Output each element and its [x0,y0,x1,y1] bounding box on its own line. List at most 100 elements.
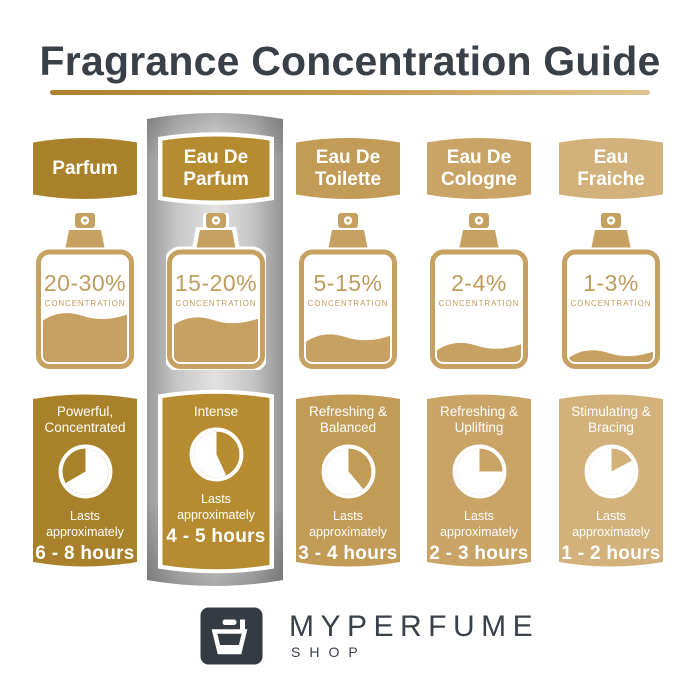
lasts-label: Lasts approximately [309,508,387,539]
card-content: Stimulating & Bracing Lasts approximatel… [559,393,663,568]
column-eau-de-toilette: Eau De Toilette 5-15% CONCENTRATION [296,0,400,620]
lasts-label: Lasts approximately [440,508,518,539]
spray-bottle-icon: 2-4% CONCENTRATION [429,213,529,370]
banner-shape [296,138,400,199]
category-banner: Eau De Parfum [158,130,274,207]
concentration-label: CONCENTRATION [307,299,389,308]
bottle-liquid [43,313,127,362]
perfume-bottle-logo-icon [200,607,263,665]
spray-bottle-icon: 1-3% CONCENTRATION [561,213,661,370]
concentration-value: 1-3% [583,270,639,296]
category-label: Parfum [33,136,137,201]
concentration-label: CONCENTRATION [44,299,126,308]
lasts-label: Lasts approximately [177,492,255,523]
card-content: Refreshing & Balanced Lasts approximatel… [296,393,400,568]
spray-bottle-graphic [299,213,397,369]
lasts-label: Lasts approximately [572,508,650,539]
category-label-line: Eau [593,146,629,168]
clock-icon [584,444,638,499]
strength-label: Intense [193,404,239,419]
concentration-label: CONCENTRATION [570,299,652,308]
lasts-label: Lasts approximately [46,508,124,539]
card-content: Powerful, Concentrated Lasts approximate… [33,393,137,568]
bottle-body [562,249,660,369]
bottle-cap [591,230,631,248]
clock-pie [325,448,363,495]
bottle-cap [459,230,499,248]
duration-card: Refreshing & Uplifting Lasts approximate… [427,393,531,568]
category-banner: Eau De Cologne [427,136,531,201]
category-label-line: Parfum [52,157,118,179]
strength-label: Refreshing & Balanced [308,404,388,436]
brand-subtitle: SHOP [291,644,367,660]
category-label: Eau De Parfum [158,130,274,207]
category-label: Eau Fraiche [559,136,663,201]
concentration-label: CONCENTRATION [175,299,257,308]
spray-bottle-graphic [36,213,134,369]
duration-value: 3 - 4 hours [298,542,398,564]
clock-pie [65,448,108,495]
duration-card: Refreshing & Balanced Lasts approximatel… [296,393,400,568]
brand-logo-icon [200,607,263,665]
strength-label: Stimulating & Bracing [571,404,651,436]
concentration-label: CONCENTRATION [438,299,520,308]
duration-value: 1 - 2 hours [561,542,661,564]
clock-icon [321,444,375,499]
category-label-line: Cologne [441,168,517,190]
card-content: Intense Lasts approximately 4 - 5 hours [158,388,274,575]
category-label-line: Parfum [183,168,249,190]
spray-bottle-graphic [166,213,266,370]
category-label-line: Eau De [183,146,249,168]
clock-pie [193,432,226,478]
spray-bottle-icon: 20-30% CONCENTRATION [35,213,135,370]
bottle-cap [328,230,368,248]
bottle-cap [65,230,105,248]
duration-value: 2 - 3 hours [429,542,529,564]
bottle-cap [196,230,236,248]
card-content: Refreshing & Uplifting Lasts approximate… [427,393,531,568]
banner-shape [158,132,274,205]
category-banner: Eau De Toilette [296,136,400,201]
category-banner: Eau Fraiche [559,136,663,201]
concentration-value: 15-20% [174,270,258,296]
spray-bottle-graphic [562,213,660,369]
concentration-value: 20-30% [43,270,127,296]
category-label: Eau De Cologne [427,136,531,201]
strength-label: Refreshing & Uplifting [439,404,519,436]
clock-icon [58,444,112,499]
page-title: Fragrance Concentration Guide [39,38,661,84]
clock-icon [452,444,506,499]
category-label-line: Fraiche [577,168,645,190]
column-parfum: Parfum 20-30% [33,0,137,620]
brand-name: MYPERFUME [289,610,540,643]
bottle-liquid [174,317,258,362]
duration-value: 4 - 5 hours [166,526,266,548]
strength-label: Powerful, Concentrated [44,404,126,436]
category-banner: Parfum [33,136,137,201]
duration-card: Intense Lasts approximately 4 - 5 hours [158,388,274,575]
concentration-value: 2-4% [451,270,507,296]
concentration-value: 5-15% [313,270,383,296]
clock-pie [456,448,502,495]
clock-pie [588,448,634,495]
title-underline [50,90,650,95]
column-eau-de-cologne: Eau De Cologne 2-4% CONCENTRATION [427,0,531,620]
bottle-body [430,249,528,369]
column-eau-de-parfum: Eau De Parfum 15-20% [158,0,274,620]
duration-card: Powerful, Concentrated Lasts approximate… [33,393,137,568]
spray-bottle-icon: 15-20% CONCENTRATION [166,213,266,370]
category-label-line: Eau De [315,146,381,168]
clock-icon [189,428,243,482]
category-label-line: Eau De [446,146,512,168]
banner-shape [559,138,663,199]
duration-card: Stimulating & Bracing Lasts approximatel… [559,393,663,568]
banner-shape [427,138,531,199]
duration-value: 6 - 8 hours [35,542,135,564]
category-label-line: Toilette [314,168,382,190]
banner-shape [33,138,137,199]
category-label: Eau De Toilette [296,136,400,201]
spray-bottle-graphic [430,213,528,369]
column-eau-fraiche: Eau Fraiche 1-3% CONCENTRATION [559,0,663,620]
spray-bottle-icon: 5-15% CONCENTRATION [298,213,398,370]
